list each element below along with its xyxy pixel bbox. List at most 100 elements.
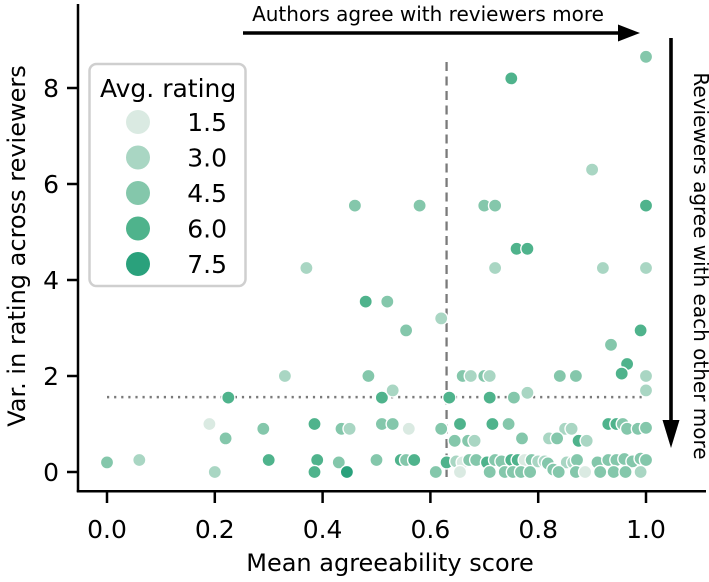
down-pointing-arrow-icon: [662, 38, 680, 448]
scatter-point: [603, 337, 619, 353]
legend-entry-label: 7.5: [187, 250, 227, 279]
scatter-point: [299, 260, 314, 276]
scatter-point: [401, 421, 417, 437]
scatter-point: [218, 431, 233, 446]
scatter-point: [277, 368, 293, 384]
x-tick-label: 0.4: [303, 515, 343, 544]
legend-entries-group: 1.5 3.0 4.5 6.0 7.5: [126, 108, 227, 279]
scatter-point: [202, 416, 217, 432]
scatter-point: [595, 260, 611, 276]
legend: Avg. rating 1.5 3.0 4.5 6.0 7.5: [88, 62, 247, 288]
scatter-point: [549, 431, 565, 446]
y-axis-label: Var. in rating across reviewers: [3, 65, 31, 427]
legend-entry-label: 3.0: [187, 144, 227, 173]
scatter-point: [309, 452, 325, 468]
scatter-point: [568, 368, 584, 384]
scatter-point: [485, 416, 500, 432]
scatter-point: [482, 390, 498, 405]
scatter-point: [441, 390, 457, 405]
scatter-point: [428, 464, 444, 480]
scatter-point: [379, 294, 395, 309]
legend-title: Avg. rating: [100, 74, 236, 103]
scatter-point: [552, 368, 568, 384]
legend-swatch-circle: [126, 145, 150, 170]
scatter-point: [452, 416, 468, 432]
scatter-point: [398, 323, 414, 338]
scatter-point: [564, 421, 579, 437]
scatter-point: [506, 390, 522, 405]
x-axis-ticks: 0.0 0.2 0.4 0.6 0.8 1.0: [87, 492, 666, 544]
x-tick-label: 0.2: [195, 515, 235, 544]
scatter-point: [638, 383, 654, 398]
scatter-points-group: [99, 49, 654, 480]
scatter-point: [520, 241, 535, 257]
scatter-point: [347, 198, 363, 213]
x-tick-label: 0.8: [518, 515, 558, 544]
scatter-point: [255, 421, 271, 437]
scatter-point: [638, 452, 654, 468]
scatter-point: [406, 452, 422, 468]
y-tick-label: 2: [43, 362, 59, 391]
scatter-point: [482, 368, 498, 384]
scatter-point: [501, 416, 516, 432]
scatter-point: [520, 385, 535, 401]
x-axis-label: Mean agreeability score: [246, 549, 534, 577]
scatter-point: [358, 294, 374, 309]
scatter-point: [577, 464, 593, 480]
scatter-point: [374, 390, 390, 405]
scatter-point: [592, 464, 608, 480]
scatter-point: [307, 464, 322, 480]
scatter-point: [261, 452, 277, 468]
scatter-point: [99, 455, 115, 470]
scatter-point: [331, 455, 347, 470]
legend-swatch-circle: [126, 181, 150, 205]
scatter-point: [207, 464, 223, 480]
scatter-point: [569, 452, 585, 468]
scatter-point: [307, 416, 322, 432]
scatter-point: [433, 311, 449, 326]
scatter-point: [361, 368, 376, 384]
x-tick-label: 0.0: [87, 515, 127, 544]
top-annotation-text: Authors agree with reviewers more: [252, 2, 604, 26]
y-tick-label: 6: [43, 170, 59, 199]
right-annotation-text: Reviewers agree with each other more: [689, 72, 709, 459]
scatter-point: [412, 198, 427, 213]
scatter-point: [433, 421, 449, 437]
scatter-point: [614, 366, 630, 381]
x-tick-label: 1.0: [626, 515, 666, 544]
scatter-point: [638, 368, 654, 384]
y-axis-ticks: 0 2 4 6 8: [43, 74, 78, 487]
scatter-point: [522, 464, 538, 480]
legend-entry-label: 1.5: [187, 108, 227, 137]
scatter-point: [638, 260, 654, 276]
scatter-point: [638, 49, 654, 65]
scatter-point: [638, 198, 654, 213]
legend-swatch-circle: [126, 252, 150, 276]
legend-entry-label: 4.5: [187, 179, 227, 208]
x-tick-label: 0.6: [411, 515, 451, 544]
y-tick-label: 0: [43, 458, 59, 487]
scatter-point: [633, 323, 648, 338]
y-tick-label: 4: [43, 266, 59, 295]
scatter-point: [584, 162, 600, 177]
scatter-point: [220, 390, 236, 405]
scatter-point: [618, 464, 633, 480]
scatter-point: [385, 383, 401, 398]
scatter-point: [638, 420, 654, 436]
y-tick-label: 8: [43, 74, 59, 103]
legend-swatch-circle: [126, 216, 150, 241]
scatter-point: [487, 198, 503, 213]
scatter-point: [342, 421, 357, 437]
scatter-point: [514, 431, 530, 446]
scatter-point: [385, 416, 401, 432]
scatter-point: [487, 260, 503, 276]
scatter-point: [447, 433, 463, 449]
scatter-point: [339, 464, 355, 480]
scatter-point: [463, 368, 479, 384]
scatter-point: [579, 433, 595, 449]
scatter-point: [633, 464, 648, 480]
right-pointing-arrow-icon: [243, 24, 640, 42]
scatter-point: [482, 464, 498, 480]
